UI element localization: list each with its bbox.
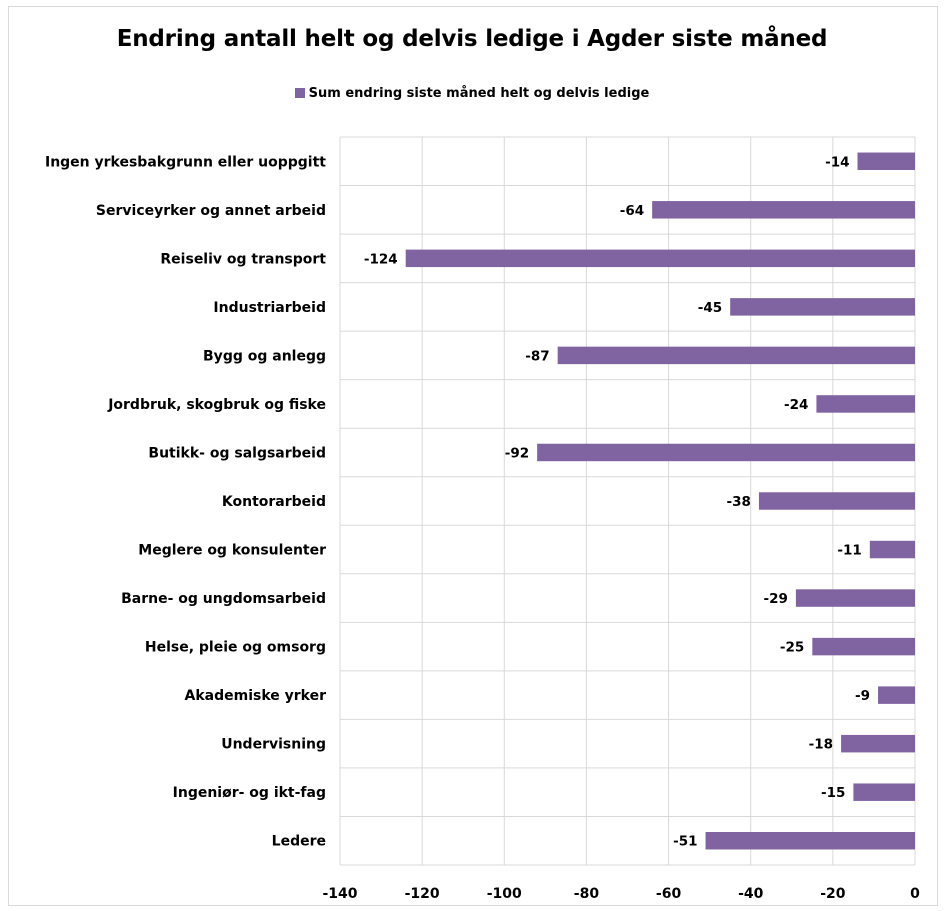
category-label: Kontorarbeid [222,494,326,510]
category-label: Serviceyrker og annet arbeid [96,203,326,219]
x-tick-label: -20 [820,886,846,902]
bar [795,589,915,607]
data-label: -25 [780,640,804,656]
chart-legend: Sum endring siste måned helt og delvis l… [0,86,944,101]
legend-label: Sum endring siste måned helt og delvis l… [308,86,650,101]
data-label: -124 [364,251,398,267]
category-label: Reiseliv og transport [160,251,326,267]
bar [557,346,915,365]
data-label: -87 [525,348,549,364]
bar [705,831,915,850]
bar [869,540,915,559]
bar [730,298,915,316]
x-tick-label: -60 [656,886,682,902]
data-label: -24 [784,397,808,413]
category-label: Ingeniør- og ikt-fag [173,785,326,801]
x-tick-label: -140 [322,886,357,902]
bar [758,492,915,510]
category-label: Helse, pleie og omsorg [145,640,326,656]
bar [841,734,915,753]
category-label: Barne- og ungdomsarbeid [121,591,326,607]
category-label: Undervisning [221,737,326,753]
category-label: Industriarbeid [213,300,326,316]
x-tick-label: -100 [487,886,522,902]
category-label: Butikk- og salgsarbeid [148,445,326,461]
category-label: Meglere og konsulenter [138,543,326,559]
data-label: -11 [837,543,861,559]
data-label: -9 [855,688,870,704]
data-label: -29 [764,591,788,607]
x-tick-label: -120 [405,886,440,902]
bar [652,201,915,219]
data-label: -45 [698,300,722,316]
data-label: -18 [809,737,833,753]
data-label: -92 [505,445,529,461]
bar [537,443,915,462]
category-label: Jordbruk, skogbruk og fiske [107,397,326,413]
data-label: -15 [821,785,845,801]
category-label: Bygg og anlegg [203,348,326,364]
bar [816,395,915,413]
bar [812,637,915,656]
bar [853,783,915,801]
x-tick-label: -80 [574,886,600,902]
data-label: -38 [727,494,751,510]
data-label: -14 [825,154,849,170]
chart-title: Endring antall helt og delvis ledige i A… [116,26,828,52]
category-label: Ingen yrkesbakgrunn eller uoppgitt [45,154,326,170]
category-label: Akademiske yrker [185,688,327,704]
data-label: -64 [620,203,644,219]
data-label: -51 [673,834,697,850]
bar [405,249,915,268]
bar [878,686,915,704]
legend-swatch [294,88,305,98]
x-tick-label: -40 [738,886,764,902]
category-label: Ledere [272,834,326,850]
bar [857,152,915,171]
x-tick-label: 0 [910,886,920,902]
